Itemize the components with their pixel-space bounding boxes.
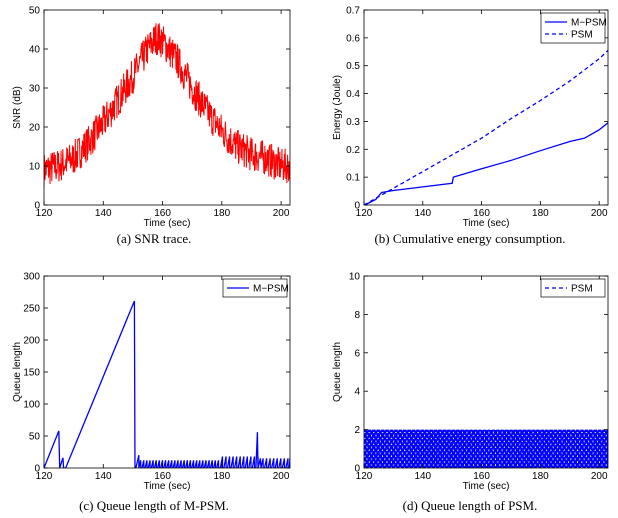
chart-b-ytick-label: 0 (354, 201, 360, 212)
chart-a-xtick-label: 180 (213, 208, 230, 219)
chart-b-ylabel: Energy (Joule) (332, 75, 343, 140)
chart-d-ytick-label: 6 (354, 348, 360, 359)
chart-d-xtick-label: 120 (356, 471, 373, 482)
chart-b-ytick-label: 0.6 (346, 33, 360, 44)
chart-d-xtick-label: 140 (414, 471, 431, 482)
chart-a-xtick-label: 160 (154, 208, 171, 219)
chart-b-series-psm-line (364, 49, 608, 205)
chart-c: 120 140 160 180 200 0 50 100 150 200 250 300 Time (s… (12, 272, 291, 513)
chart-a-plot: 120 140 160 180 200 0 10 20 30 40 50 Time (sec) SNR … (12, 6, 291, 229)
chart-d-data (364, 429, 608, 468)
chart-d-xlabel: Time (sec) (463, 481, 510, 492)
chart-b-ytick-label: 0.4 (346, 89, 360, 100)
chart-c-ytick-label: 150 (23, 368, 40, 379)
chart-b-xlabel: Time (sec) (463, 218, 510, 229)
chart-d-ytick-label: 10 (349, 272, 361, 283)
chart-b-xtick-label: 160 (473, 208, 490, 219)
chart-c-legend-label: M−PSM (253, 284, 289, 295)
chart-a-xtick-label: 200 (273, 208, 290, 219)
chart-b-xtick-label: 140 (414, 208, 431, 219)
chart-a-ytick-label: 30 (29, 84, 41, 95)
chart-b-legend-label: PSM (571, 30, 593, 41)
chart-b-frame (363, 9, 609, 206)
chart-a-xlabel: Time (sec) (144, 218, 191, 229)
chart-a-series-line-line (44, 23, 290, 188)
chart-a-xtick-label: 120 (36, 208, 53, 219)
chart-d-xtick-label: 180 (532, 471, 549, 482)
chart-d-ytick-label: 0 (354, 464, 360, 475)
chart-b-ytick-label: 0.1 (346, 173, 360, 184)
chart-b-legend-label: M−PSM (571, 18, 607, 29)
chart-d-plot: 120 140 160 180 200 0 2 4 6 8 10 Time (sec) Queue le… (332, 272, 609, 492)
chart-c-plot: 120 140 160 180 200 0 50 100 150 200 250 300 Time (s… (12, 272, 291, 492)
chart-d-xtick-label: 160 (473, 471, 490, 482)
chart-b-legend-box (540, 12, 606, 44)
chart-d: 120 140 160 180 200 0 2 4 6 8 10 Time (sec) Queue le… (332, 272, 609, 513)
chart-c-ylabel: Queue length (12, 342, 23, 402)
chart-b-caption: (b) Cumulative energy consumption. (374, 231, 565, 246)
chart-c-xtick-label: 180 (213, 471, 230, 482)
chart-c-ytick-label: 0 (34, 464, 40, 475)
chart-c-ytick-label: 50 (29, 432, 41, 443)
chart-c-ytick-label: 250 (23, 304, 40, 315)
chart-d-legend: PSM (540, 278, 606, 298)
chart-a-xtick-label: 140 (95, 208, 112, 219)
chart-c-series-mpsm-line (44, 300, 290, 468)
chart-c-xlabel: Time (sec) (144, 481, 191, 492)
chart-d-ytick-label: 4 (354, 387, 360, 398)
chart-a-data (44, 23, 290, 188)
chart-a: 120 140 160 180 200 0 10 20 30 40 50 Time (sec) SNR … (12, 6, 291, 246)
chart-d-series-psm-line (364, 429, 608, 468)
chart-b-ytick-label: 0.2 (346, 145, 360, 156)
chart-b-ytick-label: 0.7 (346, 6, 360, 17)
chart-c-xtick-label: 200 (273, 471, 290, 482)
chart-a-ytick-label: 20 (29, 123, 41, 134)
chart-b-xtick-label: 120 (356, 208, 373, 219)
chart-d-ylabel: Queue length (332, 342, 343, 402)
chart-a-ytick-label: 40 (29, 45, 41, 56)
chart-c-ytick-label: 300 (23, 272, 40, 283)
chart-c-xtick-label: 160 (154, 471, 171, 482)
chart-b-xtick-label: 200 (591, 208, 608, 219)
chart-a-frame (43, 9, 291, 206)
chart-d-ytick-label: 8 (354, 310, 360, 321)
chart-d-xtick-label: 200 (591, 471, 608, 482)
chart-c-legend: M−PSM (222, 278, 289, 298)
chart-a-ytick-label: 0 (34, 201, 40, 212)
chart-a-ytick-label: 10 (29, 162, 41, 173)
chart-c-ytick-label: 100 (23, 400, 40, 411)
chart-b-data (364, 49, 608, 205)
chart-c-frame (43, 275, 291, 469)
chart-a-caption: (a) SNR trace. (117, 231, 192, 246)
chart-b-xtick-label: 180 (532, 208, 549, 219)
chart-a-ytick-label: 50 (29, 6, 41, 17)
chart-b-ytick-label: 0.3 (346, 117, 360, 128)
chart-d-caption: (d) Queue length of PSM. (403, 498, 538, 513)
chart-c-xtick-label: 140 (95, 471, 112, 482)
chart-c-legend-box (222, 278, 288, 298)
chart-c-caption: (c) Queue length of M-PSM. (79, 498, 229, 513)
chart-b: 120 140 160 180 200 0 0.1 0.2 0.3 0.4 0.5 0.6 0.7 Tim… (332, 6, 609, 246)
chart-c-ytick-label: 200 (23, 336, 40, 347)
chart-d-legend-label: PSM (571, 284, 593, 295)
chart-d-ytick-label: 2 (354, 425, 360, 436)
chart-d-frame (363, 275, 609, 469)
chart-b-plot: 120 140 160 180 200 0 0.1 0.2 0.3 0.4 0.5 0.6 0.7 Tim… (332, 6, 609, 229)
chart-c-data (44, 300, 290, 468)
chart-d-legend-box (540, 278, 606, 298)
chart-b-ytick-label: 0.5 (346, 61, 360, 72)
chart-a-ylabel: SNR (dB) (12, 86, 23, 129)
chart-c-xtick-label: 120 (36, 471, 53, 482)
